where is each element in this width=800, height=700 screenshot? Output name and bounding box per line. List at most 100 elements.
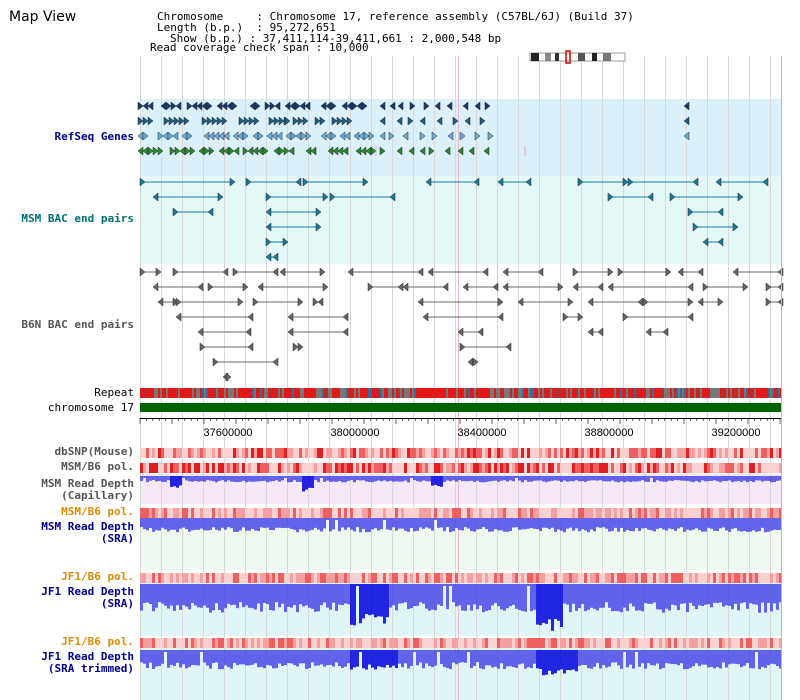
pol-cell	[518, 573, 521, 583]
depth-bar	[728, 476, 731, 481]
pol-cell	[266, 573, 269, 583]
pol-cell	[467, 573, 470, 583]
depth-bar	[314, 650, 317, 666]
track-label-chromosome[interactable]: chromosome 17	[47, 401, 134, 414]
depth-bar	[416, 518, 419, 531]
pol-cell	[152, 448, 155, 458]
pol-cell	[458, 573, 461, 583]
depth-bar	[551, 518, 554, 528]
pol-cell	[248, 463, 251, 473]
track-label-jf1-pol-2[interactable]: JF1/B6 pol.	[61, 635, 134, 648]
pol-cell	[173, 463, 176, 473]
pol-cell	[494, 573, 497, 583]
depth-bar	[764, 476, 767, 481]
pol-cell	[191, 463, 194, 473]
depth-bar	[488, 476, 491, 482]
track-label-refseq[interactable]: RefSeq Genes	[54, 130, 134, 143]
pol-cell	[344, 573, 347, 583]
repeat-segment	[160, 388, 162, 398]
depth-bar	[221, 584, 224, 613]
track-label-jf1-depth-trimmed[interactable]: JF1 Read Depth (SRA trimmed)	[41, 650, 134, 675]
track-label-b6n-bac[interactable]: B6N BAC end pairs	[21, 318, 134, 331]
pol-cell	[524, 463, 527, 473]
depth-bar	[401, 518, 404, 529]
pol-cell	[335, 448, 338, 458]
depth-bar	[371, 584, 374, 615]
depth-bar	[389, 476, 392, 481]
repeat-segment	[422, 388, 424, 398]
feature-arrow	[702, 282, 709, 292]
pol-cell	[731, 573, 734, 583]
pol-cell	[728, 573, 731, 583]
repeat-segment	[264, 388, 266, 398]
track-label-msm-pol-1[interactable]: MSM/B6 pol.	[61, 460, 134, 473]
depth-bar	[293, 650, 296, 665]
pol-cell	[533, 638, 536, 648]
depth-bar	[464, 650, 467, 663]
depth-bar	[197, 518, 200, 530]
repeat-segment	[434, 388, 436, 398]
repeat-segment	[536, 388, 538, 398]
track-label-msm-bac[interactable]: MSM BAC end pairs	[21, 212, 134, 225]
feature-arrow	[677, 267, 684, 277]
depth-bar	[353, 518, 356, 532]
depth-bar	[614, 584, 617, 611]
feature-arrow	[305, 131, 312, 141]
repeat-segment	[510, 388, 512, 398]
depth-bar	[641, 476, 644, 481]
depth-bar	[572, 518, 575, 531]
depth-bar	[419, 650, 422, 663]
depth-bar	[314, 584, 317, 612]
track-label-msm-pol-2[interactable]: MSM/B6 pol.	[61, 505, 134, 518]
pol-cell	[422, 463, 425, 473]
feature-arrow	[419, 146, 426, 156]
track-label-jf1-depth-sra[interactable]: JF1 Read Depth (SRA)	[41, 585, 134, 610]
pol-cell	[215, 463, 218, 473]
pol-cell	[455, 448, 458, 458]
pol-cell	[545, 573, 548, 583]
pol-cell	[647, 638, 650, 648]
depth-bar	[620, 584, 623, 613]
b6n-bac-end-pairs	[139, 267, 784, 382]
feature-arrow	[152, 282, 159, 292]
depth-bar	[611, 584, 614, 612]
depth-bar	[479, 476, 482, 483]
pol-cell	[500, 463, 503, 473]
depth-bar	[188, 518, 191, 532]
depth-bar	[767, 650, 770, 666]
repeat-segment	[752, 388, 754, 398]
pol-cell	[275, 638, 278, 648]
depth-bar	[668, 476, 671, 481]
track-label-msm-depth-sra[interactable]: MSM Read Depth (SRA)	[41, 520, 134, 545]
track-label-repeat[interactable]: Repeat	[94, 386, 134, 399]
feature-arrow	[477, 327, 484, 337]
feature-arrow	[431, 131, 438, 141]
track-label-msm-depth-capillary[interactable]: MSM Read Depth (Capillary)	[41, 477, 134, 502]
track-label-dbsnp[interactable]: dbSNP(Mouse)	[54, 445, 134, 458]
pol-cell	[584, 573, 587, 583]
pol-cell	[434, 463, 437, 473]
feature-arrow	[207, 207, 214, 217]
repeat-segment	[388, 388, 390, 398]
repeat-segment	[640, 388, 642, 398]
repeat-segment	[766, 388, 768, 398]
repeat-segment	[486, 388, 488, 398]
pol-cell	[383, 448, 386, 458]
track-label-jf1-pol-1[interactable]: JF1/B6 pol.	[61, 570, 134, 583]
pol-cell	[743, 448, 746, 458]
pol-cell	[581, 508, 584, 518]
pol-cell	[749, 573, 752, 583]
pol-cell	[728, 448, 731, 458]
pol-cell	[563, 638, 566, 648]
depth-bar	[722, 476, 725, 482]
depth-bar	[731, 650, 734, 664]
depth-bar	[272, 650, 275, 669]
feature-arrow	[762, 177, 769, 187]
depth-bar	[539, 650, 542, 669]
repeat-segment	[728, 388, 730, 398]
pol-cell	[500, 448, 503, 458]
pol-cell	[416, 448, 419, 458]
depth-bar	[362, 650, 365, 669]
feature-arrow	[482, 267, 489, 277]
depth-bar	[305, 650, 308, 669]
